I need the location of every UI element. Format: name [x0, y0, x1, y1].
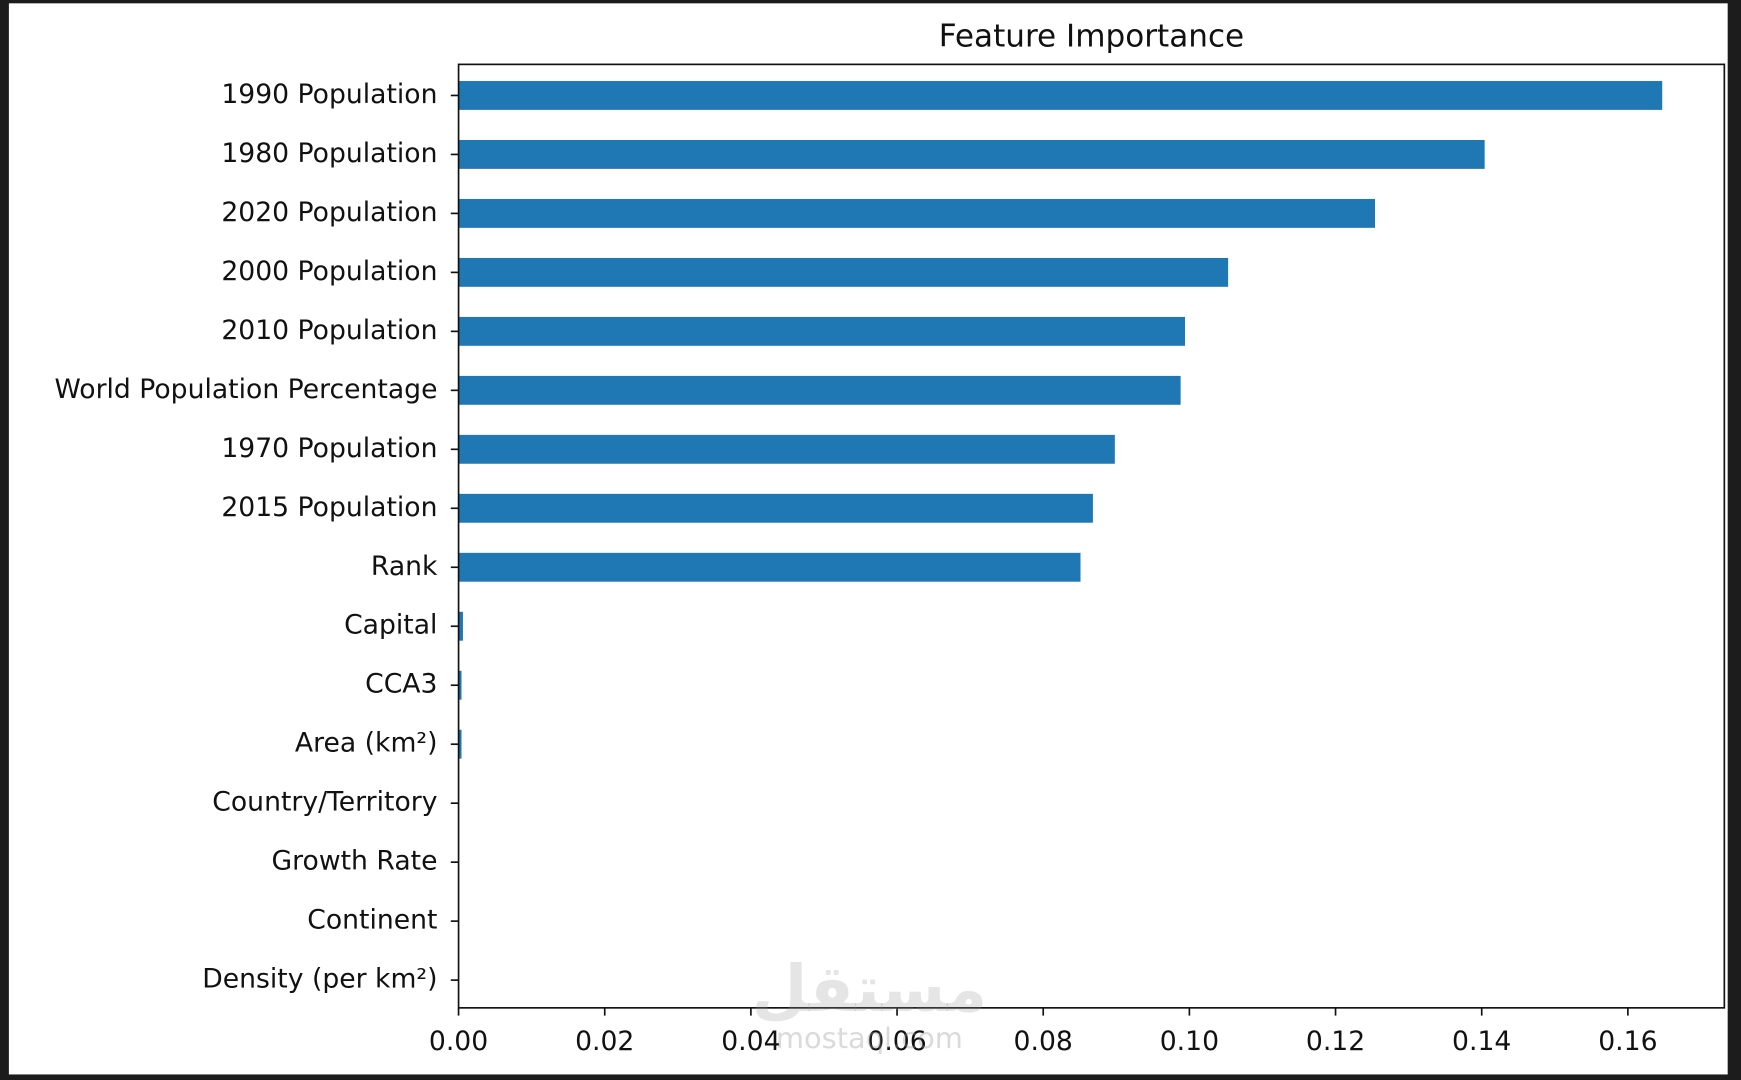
bar: [458, 81, 1663, 110]
bar: [458, 198, 1376, 228]
y-tick-label: CCA3: [365, 669, 437, 700]
bar: [458, 611, 463, 641]
bar: [458, 140, 1485, 169]
y-tick-label: 1970 Population: [221, 433, 437, 464]
bar: [458, 257, 1229, 287]
figure-background: [8, 3, 1728, 1075]
y-tick-label: 1990 Population: [221, 79, 437, 110]
y-tick-label: Country/Territory: [212, 787, 437, 818]
bar: [458, 375, 1181, 405]
y-tick-label: Density (per km²): [202, 964, 437, 995]
x-tick-label: 0.10: [1160, 1026, 1219, 1057]
y-tick-label: 2020 Population: [221, 197, 437, 228]
bar: [458, 729, 462, 759]
x-tick-label: 0.14: [1452, 1026, 1511, 1057]
y-tick-label: 2015 Population: [221, 492, 437, 523]
x-tick-label: 0.16: [1598, 1026, 1657, 1057]
x-tick-label: 0.04: [721, 1026, 780, 1057]
bar: [458, 670, 462, 700]
bar: [458, 552, 1081, 582]
plot-area: 0.00 0.02 0.04 0.06 0.08 0.10 0.12 0.14 0.16 1990…: [55, 79, 1663, 1057]
y-tick-label: Rank: [371, 551, 438, 582]
y-tick-label: 2010 Population: [221, 315, 437, 346]
bar: [458, 493, 1093, 523]
y-tick-label: Area (km²): [295, 728, 438, 759]
chart-title: Feature Importance: [939, 19, 1244, 55]
y-tick-label: 2000 Population: [221, 256, 437, 287]
watermark-arabic: مستقل: [752, 952, 987, 1027]
y-tick-label: Continent: [307, 905, 437, 936]
bar: [458, 316, 1186, 346]
y-tick-label: World Population Percentage: [55, 374, 438, 405]
x-tick-label: 0.00: [429, 1026, 488, 1057]
y-tick-label: Growth Rate: [272, 846, 438, 877]
y-tick-label: 1980 Population: [221, 138, 437, 169]
x-tick-label: 0.06: [867, 1026, 926, 1057]
x-tick-label: 0.08: [1014, 1026, 1073, 1057]
axes-frame: [457, 63, 1726, 1009]
watermark-latin: mostaql.com: [776, 1021, 963, 1055]
x-tick-label: 0.02: [575, 1026, 634, 1057]
x-tick-label: 0.12: [1306, 1026, 1365, 1057]
y-tick-label: Capital: [344, 610, 437, 641]
bar: [458, 434, 1115, 464]
